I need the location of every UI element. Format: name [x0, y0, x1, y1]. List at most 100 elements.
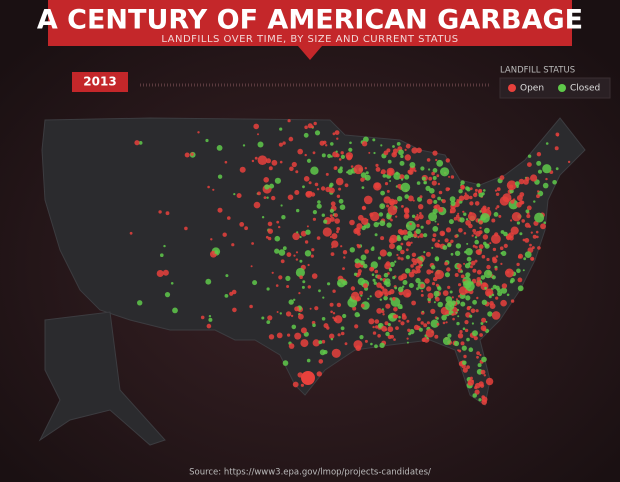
landfill-dot — [316, 203, 322, 209]
landfill-dot — [496, 205, 500, 209]
landfill-dot — [200, 315, 205, 320]
landfill-dot — [399, 176, 402, 179]
landfill-dot — [224, 160, 228, 164]
landfill-dot — [336, 302, 342, 308]
landfill-dot — [491, 218, 496, 223]
landfill-dot — [495, 192, 500, 196]
landfill-dot — [449, 290, 453, 294]
landfill-dot — [458, 286, 468, 296]
landfill-dot — [475, 309, 479, 313]
landfill-dot — [409, 222, 412, 226]
landfill-dot — [500, 299, 507, 307]
landfill-dot — [244, 226, 249, 231]
year-box[interactable] — [72, 72, 128, 92]
landfill-dot — [399, 160, 405, 166]
landfill-dot — [442, 245, 448, 250]
landfill-dot — [266, 158, 271, 164]
landfill-dot — [534, 212, 545, 223]
landfill-dot — [257, 133, 259, 136]
landfill-dot — [379, 277, 383, 281]
landfill-dot — [340, 331, 345, 336]
landfill-dot — [423, 251, 426, 254]
landfill-dot — [556, 134, 559, 137]
landfill-dot — [400, 242, 404, 246]
landfill-dot — [480, 369, 486, 375]
landfill-dot — [484, 243, 490, 249]
landfill-dot — [510, 277, 515, 283]
landfill-dot — [493, 212, 499, 217]
landfill-dot — [420, 166, 425, 171]
landfill-dot — [379, 298, 382, 301]
landfill-dot — [299, 275, 303, 280]
landfill-dot — [386, 148, 391, 153]
landfill-dot — [387, 314, 392, 319]
landfill-dot — [287, 333, 291, 337]
landfill-dot — [423, 180, 428, 185]
landfill-dot — [318, 359, 324, 364]
landfill-dot — [485, 320, 488, 323]
landfill-dot — [455, 298, 459, 301]
landfill-dot — [482, 234, 489, 240]
timeline[interactable]: 2013 — [72, 72, 490, 92]
landfill-dot — [511, 212, 522, 222]
landfill-dot — [314, 306, 319, 311]
landfill-dot — [450, 200, 456, 206]
landfill-dot — [477, 363, 482, 368]
landfill-dot — [500, 287, 508, 294]
landfill-dot — [316, 236, 321, 240]
landfill-dot — [250, 265, 253, 268]
landfill-dot — [389, 297, 393, 301]
landfill-dot — [386, 189, 390, 193]
landfill-dot — [370, 342, 373, 346]
landfill-dot — [467, 382, 471, 386]
landfill-dot — [308, 181, 312, 185]
landfill-dot — [208, 317, 213, 322]
landfill-dot — [481, 254, 486, 259]
landfill-dot — [516, 202, 522, 208]
landfill-dot — [432, 233, 437, 238]
landfill-dot — [387, 251, 392, 257]
landfill-dot — [532, 234, 537, 239]
landfill-dot — [475, 281, 482, 287]
landfill-dot — [479, 353, 482, 357]
landfill-dot — [524, 222, 531, 228]
landfill-dot — [379, 249, 387, 257]
landfill-dot — [312, 217, 316, 221]
landfill-dot — [466, 337, 470, 342]
landfill-dot — [298, 292, 301, 295]
landfill-dot — [476, 296, 479, 300]
landfill-dot — [338, 198, 344, 204]
landfill-dot — [267, 228, 273, 234]
landfill-dot — [349, 247, 355, 253]
landfill-dot — [476, 351, 480, 355]
landfill-dot — [170, 282, 174, 285]
landfill-dot — [408, 271, 415, 278]
landfill-dot — [319, 349, 326, 356]
landfill-dot — [359, 290, 364, 295]
landfill-dot — [274, 248, 280, 254]
landfill-dot — [464, 320, 469, 325]
landfill-dot — [361, 301, 370, 310]
landfill-dot — [442, 337, 451, 345]
landfill-dot — [257, 141, 264, 148]
landfill-dot — [407, 195, 414, 202]
landfill-dot — [463, 262, 466, 265]
landfill-dot — [495, 296, 499, 300]
landfill-dot — [403, 235, 409, 241]
landfill-dot — [374, 182, 381, 189]
landfill-dot — [460, 341, 465, 346]
landfill-dot — [334, 166, 338, 169]
landfill-dot — [325, 172, 329, 176]
landfill-dot — [466, 365, 470, 369]
landfill-dot — [426, 198, 433, 205]
landfill-dot — [472, 228, 477, 233]
landfill-dot — [431, 238, 436, 242]
landfill-dot — [232, 307, 237, 313]
landfill-dot — [462, 327, 466, 331]
landfill-dot — [473, 232, 476, 235]
landfill-dot — [380, 169, 386, 175]
landfill-dot — [162, 269, 169, 276]
landfill-dot — [436, 317, 439, 320]
landfill-dot — [306, 225, 309, 228]
landfill-dot — [360, 260, 365, 266]
